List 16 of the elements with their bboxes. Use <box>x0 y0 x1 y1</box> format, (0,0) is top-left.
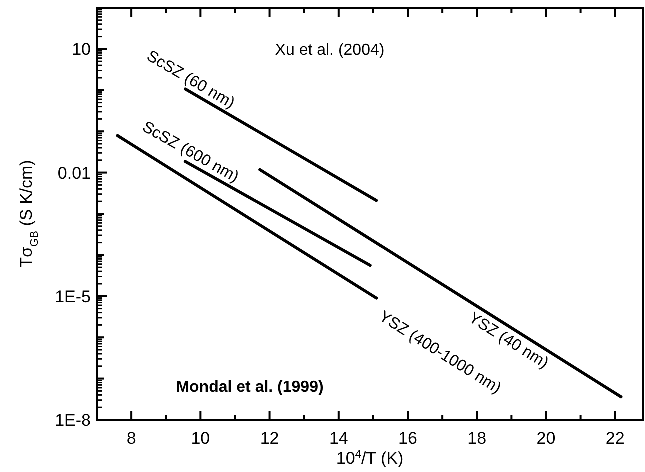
text: ScSZ (600 nm) <box>140 118 242 186</box>
x-tick-label: 20 <box>536 429 556 448</box>
annotation: Xu et al. (2004) <box>275 42 385 59</box>
y-tick-label: 10 <box>72 40 91 60</box>
y-tick-label: 0.01 <box>58 164 91 183</box>
x-tick-label: 22 <box>606 429 625 448</box>
x-tick-label: 10 <box>191 429 210 448</box>
x-tick-label: 14 <box>329 429 348 448</box>
x-tick-label: 16 <box>398 429 418 448</box>
x-tick-label: 18 <box>468 429 487 448</box>
x-tick-label: 12 <box>260 429 280 448</box>
x-axis-title: 10$^{4}$/T (K) <box>336 449 404 468</box>
annotation: Mondal et al. (1999) <box>176 379 324 396</box>
y-tick-label: 1E-8 <box>55 410 91 430</box>
x-tick-label: 8 <box>126 429 136 448</box>
y-tick-label: 1E-5 <box>55 287 91 306</box>
